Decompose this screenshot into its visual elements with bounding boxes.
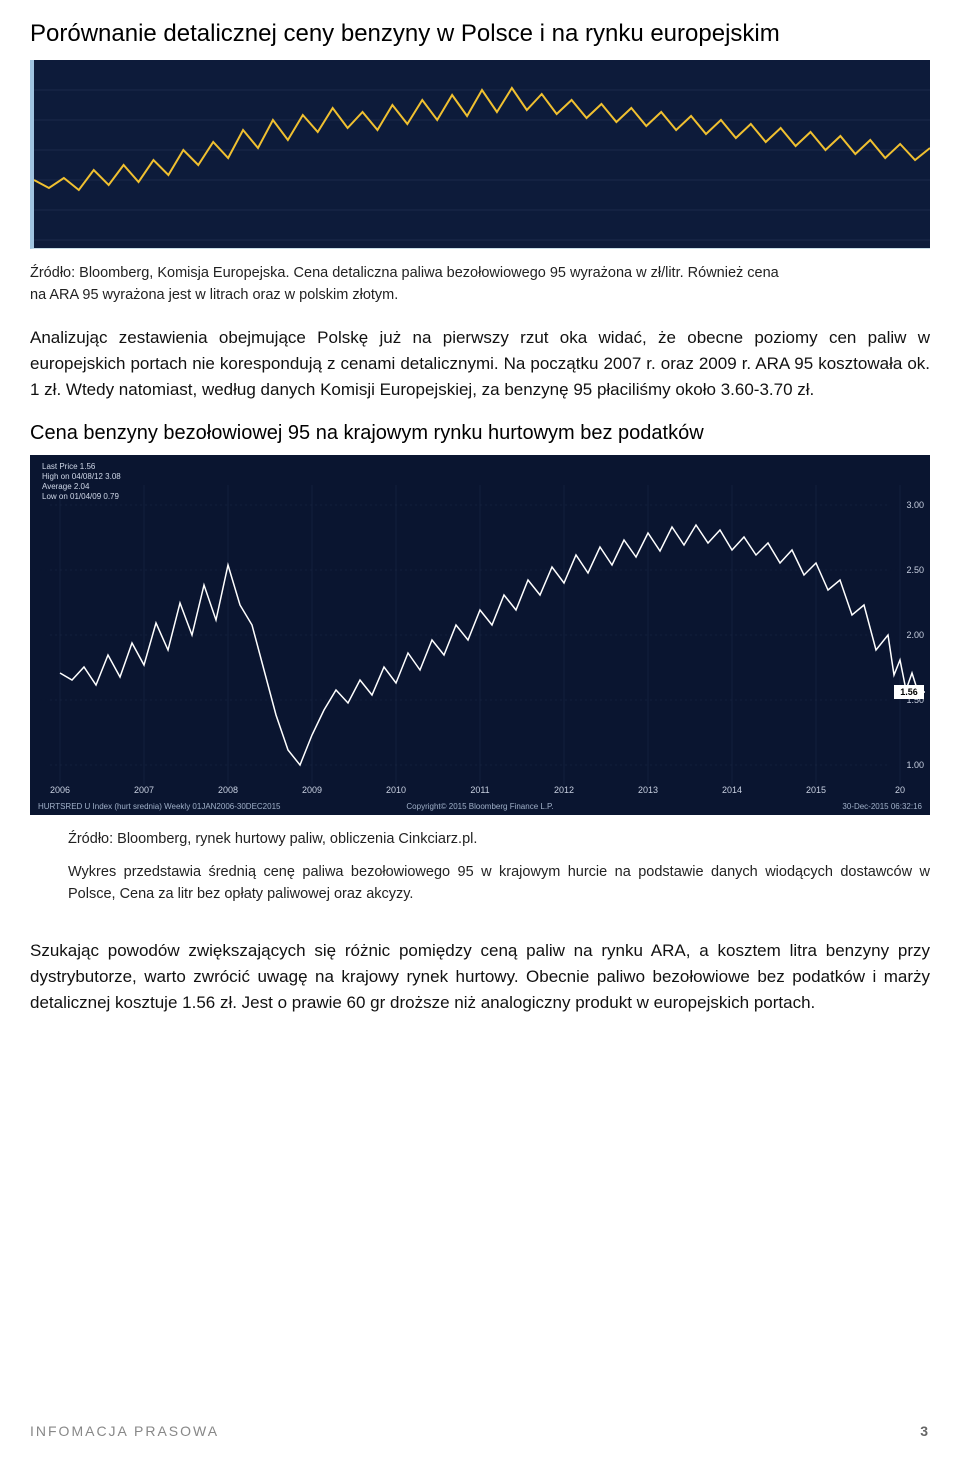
chart2: 2006 2007 2008 2009 2010 2011 2012 2013 2014 2015… [30, 455, 930, 815]
svg-text:2.00: 2.00 [906, 630, 924, 640]
chart1 [34, 60, 930, 248]
svg-text:1.00: 1.00 [906, 760, 924, 770]
svg-text:Average 2.04: Average 2.04 [42, 482, 90, 491]
svg-text:Last Price 1.56: Last Price 1.56 [42, 462, 96, 471]
svg-text:2007: 2007 [134, 785, 154, 795]
caption1-line1: Źródło: Bloomberg, Komisja Europejska. C… [30, 265, 779, 281]
svg-text:2010: 2010 [386, 785, 406, 795]
svg-text:2014: 2014 [722, 785, 742, 795]
svg-text:3.00: 3.00 [906, 500, 924, 510]
svg-text:2012: 2012 [554, 785, 574, 795]
svg-text:2008: 2008 [218, 785, 238, 795]
svg-text:HURTSRED U Index (hurt srednia: HURTSRED U Index (hurt srednia) Weekly 0… [38, 802, 281, 811]
body-paragraph-1: Analizując zestawienia obejmujące Polskę… [30, 325, 930, 404]
chart1-container [30, 60, 930, 249]
caption1-line2: na ARA 95 wyrażona jest w litrach oraz w… [30, 287, 398, 303]
svg-text:Low on 01/04/09 0.79: Low on 01/04/09 0.79 [42, 492, 120, 501]
chart2-title: Cena benzyny bezołowiowej 95 na krajowym… [30, 422, 930, 445]
footer-label: INFOMACJA PRASOWA [30, 1423, 219, 1439]
svg-text:High on 04/08/12 3.08: High on 04/08/12 3.08 [42, 472, 121, 481]
chart2-source: Źródło: Bloomberg, rynek hurtowy paliw, … [68, 829, 930, 851]
svg-text:2.50: 2.50 [906, 565, 924, 575]
chart1-title: Porównanie detalicznej ceny benzyny w Po… [30, 20, 930, 48]
chart2-description: Wykres przedstawia średnią cenę paliwa b… [68, 862, 930, 906]
chart1-caption: Źródło: Bloomberg, Komisja Europejska. C… [30, 263, 930, 307]
svg-text:2006: 2006 [50, 785, 70, 795]
svg-text:2015: 2015 [806, 785, 826, 795]
svg-text:2009: 2009 [302, 785, 322, 795]
svg-text:Copyright© 2015 Bloomberg Fina: Copyright© 2015 Bloomberg Finance L.P. [406, 802, 553, 811]
svg-text:1.56: 1.56 [900, 687, 918, 697]
chart2-caption-block: Źródło: Bloomberg, rynek hurtowy paliw, … [30, 829, 930, 906]
page-footer: INFOMACJA PRASOWA 3 [30, 1423, 930, 1439]
page-number: 3 [920, 1423, 930, 1439]
svg-text:2013: 2013 [638, 785, 658, 795]
body-paragraph-2: Szukając powodów zwiększających się różn… [30, 938, 930, 1017]
svg-text:2011: 2011 [470, 785, 489, 795]
svg-text:30-Dec-2015 06:32:16: 30-Dec-2015 06:32:16 [842, 802, 922, 811]
svg-text:20: 20 [895, 785, 905, 795]
